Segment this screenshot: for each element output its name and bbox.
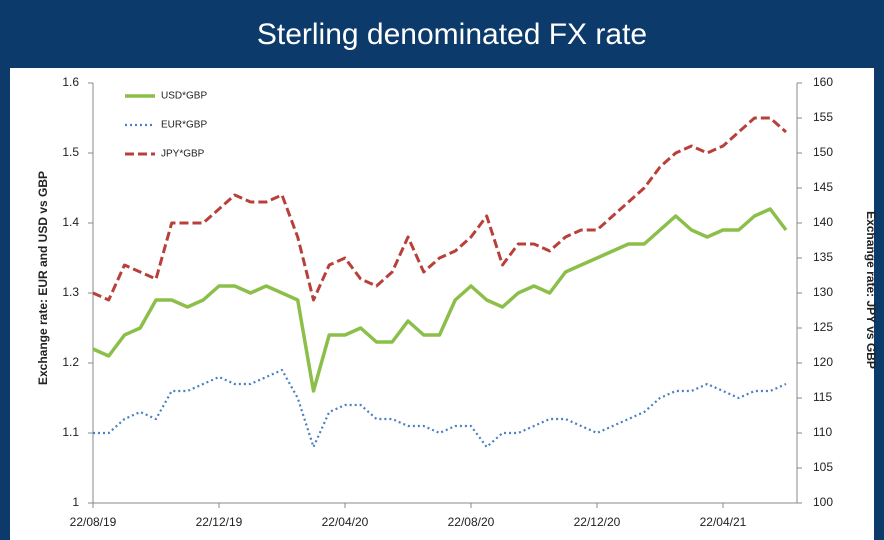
y2-tick-label: 140: [813, 215, 833, 229]
y2-tick-label: 155: [813, 110, 833, 124]
frame-left: [0, 68, 10, 540]
line-series: [92, 116, 787, 302]
y-tick-label: 1.2: [62, 355, 79, 369]
y2-tick-label: 115: [813, 390, 832, 404]
frame-right: [874, 68, 884, 540]
x-tick-label: 22/12/20: [574, 515, 621, 529]
y2-tick-label: 135: [813, 250, 833, 264]
y2-tick-label: 105: [813, 460, 833, 474]
y2-tick-label: 100: [813, 495, 833, 509]
y2-tick-label: 150: [813, 145, 833, 159]
x-tick-label: 22/12/19: [196, 515, 243, 529]
x-tick-label: 22/04/20: [322, 515, 369, 529]
y-tick-label: 1.4: [62, 215, 79, 229]
y-tick-label: 1: [72, 495, 79, 509]
y2-axis-label: Exchange rate: JPY vs GBP: [864, 211, 878, 369]
line-series: [92, 207, 788, 393]
y2-tick-label: 160: [813, 75, 833, 89]
y2-tick-label: 110: [813, 425, 832, 439]
x-tick-label: 22/04/21: [700, 515, 747, 529]
y2-tick-label: 125: [813, 320, 833, 334]
y-tick-label: 1.1: [62, 425, 79, 439]
legend-label: USD*GBP: [161, 91, 207, 102]
x-tick-label: 22/08/19: [70, 515, 117, 529]
chart-title: Sterling denominated FX rate: [257, 18, 647, 51]
legend-label: EUR*GBP: [161, 120, 207, 131]
y-tick-label: 1.6: [62, 75, 79, 89]
y-axis-label: Exchange rate: EUR and USD vs GBP: [36, 171, 50, 385]
y2-tick-label: 145: [813, 180, 833, 194]
title-bar: [0, 0, 884, 68]
legend-label: JPY*GBP: [161, 149, 205, 160]
y-tick-label: 1.5: [62, 145, 79, 159]
y-tick-label: 1.3: [62, 285, 79, 299]
line-series: [93, 368, 787, 449]
x-tick-label: 22/08/20: [448, 515, 495, 529]
y2-tick-label: 130: [813, 285, 833, 299]
y2-tick-label: 120: [813, 355, 833, 369]
